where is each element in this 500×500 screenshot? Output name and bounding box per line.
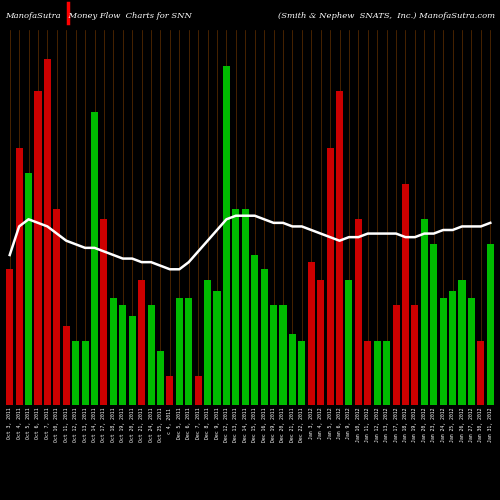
Bar — [289, 334, 296, 405]
Bar — [251, 255, 258, 405]
Bar — [458, 280, 466, 405]
Bar — [346, 280, 352, 405]
Bar — [364, 340, 372, 405]
Bar — [62, 326, 70, 405]
Bar — [157, 352, 164, 405]
Bar — [6, 270, 13, 405]
Bar — [138, 280, 145, 405]
Bar — [44, 58, 51, 405]
Bar — [478, 340, 484, 405]
Bar — [412, 305, 418, 405]
Bar — [355, 220, 362, 405]
Bar — [128, 316, 136, 405]
Bar — [468, 298, 475, 405]
Bar — [166, 376, 173, 405]
Bar — [402, 184, 409, 405]
Bar — [34, 90, 42, 405]
Bar — [25, 173, 32, 405]
Bar — [91, 112, 98, 405]
Bar — [110, 298, 117, 405]
Bar — [317, 280, 324, 405]
Bar — [487, 244, 494, 405]
Bar — [82, 340, 88, 405]
Text: (Smith & Nephew  SNATS,  Inc.) ManofaSutra.com: (Smith & Nephew SNATS, Inc.) ManofaSutra… — [278, 12, 495, 20]
Bar — [148, 305, 154, 405]
Bar — [421, 220, 428, 405]
Bar — [260, 270, 268, 405]
Bar — [176, 298, 183, 405]
Bar — [440, 298, 446, 405]
Bar — [392, 305, 400, 405]
Bar — [326, 148, 334, 405]
Bar — [54, 208, 60, 405]
Bar — [308, 262, 315, 405]
Bar — [336, 90, 343, 405]
Bar — [120, 305, 126, 405]
Bar — [185, 298, 192, 405]
Bar — [204, 280, 211, 405]
Bar — [242, 208, 249, 405]
Bar — [16, 148, 22, 405]
Bar — [100, 220, 107, 405]
Bar — [280, 305, 286, 405]
Bar — [270, 305, 277, 405]
Bar — [449, 290, 456, 405]
Bar — [232, 208, 239, 405]
Bar — [72, 340, 79, 405]
Bar — [383, 340, 390, 405]
Bar — [223, 66, 230, 405]
Bar — [298, 340, 306, 405]
Bar — [214, 290, 220, 405]
Bar — [430, 244, 438, 405]
Bar — [374, 340, 380, 405]
Text: ManofaSutra   Money Flow  Charts for SNN: ManofaSutra Money Flow Charts for SNN — [5, 12, 192, 20]
Bar — [194, 376, 202, 405]
